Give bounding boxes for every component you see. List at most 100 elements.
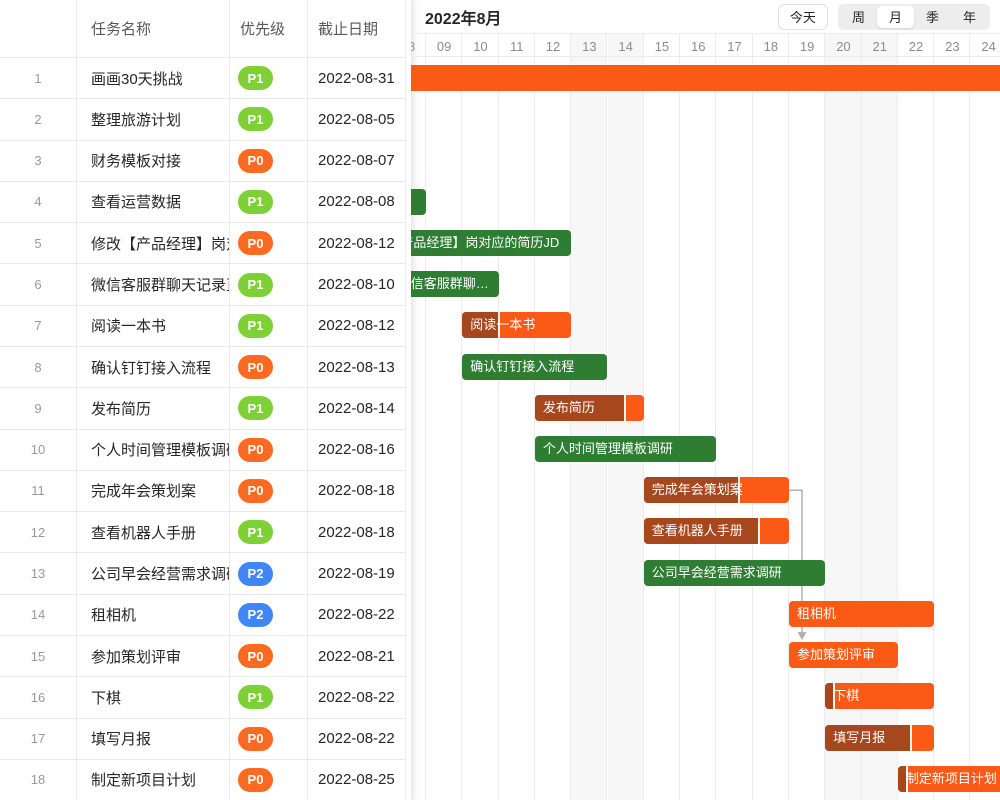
priority-badge[interactable]: P2 xyxy=(238,602,273,627)
task-bar[interactable]: 画画30天挑战 xyxy=(411,65,1000,91)
priority-badge[interactable]: P2 xyxy=(238,561,273,586)
table-row[interactable]: 14 租相机 P2 2022-08-22 xyxy=(0,594,405,636)
day-column-19 xyxy=(789,33,826,800)
row-index-cell: 8 xyxy=(0,346,77,388)
priority-badge[interactable]: P0 xyxy=(238,478,273,503)
task-name-cell[interactable]: 确认钉钉接入流程 xyxy=(77,346,230,388)
day-label: 20 xyxy=(836,38,851,54)
task-name-cell[interactable]: 修改【产品经理】岗对应的简历JD xyxy=(77,223,230,264)
due-date-cell: 2022-08-16 xyxy=(318,441,395,459)
task-name-cell[interactable]: 微信客服群聊天记录直播 xyxy=(77,264,230,305)
task-bar[interactable]: 查看运营数据 xyxy=(411,188,426,215)
task-name-cell[interactable]: 阅读一本书 xyxy=(77,305,230,346)
task-bar[interactable]: 微信客服群聊天记录直播 xyxy=(411,271,499,298)
panel-divider[interactable] xyxy=(406,0,411,800)
view-option-周[interactable]: 周 xyxy=(851,10,865,25)
priority-badge[interactable]: P1 xyxy=(238,107,273,132)
task-bar-label: 下棋 xyxy=(833,688,860,704)
table-row[interactable]: 9 发布简历 P1 2022-08-14 xyxy=(0,388,405,430)
table-row[interactable]: 6微信客服群聊天记录直播 P1 2022-08-10 xyxy=(0,264,405,306)
task-bar[interactable]: 阅读一本书 xyxy=(462,312,572,339)
table-row[interactable]: 11 完成年会策划案 P0 2022-08-18 xyxy=(0,470,405,513)
task-bar-label: 查看机器人手册 xyxy=(651,523,743,539)
table-row[interactable]: 17 填写月报 P0 2022-08-22 xyxy=(0,718,405,760)
task-name-cell[interactable]: 制定新项目计划 xyxy=(77,759,230,800)
priority-badge[interactable]: P1 xyxy=(238,66,273,91)
priority-badge[interactable]: P0 xyxy=(238,726,273,751)
priority-cell: P1 xyxy=(230,512,308,553)
task-bar[interactable]: 下棋 xyxy=(825,683,935,710)
task-name-cell[interactable]: 个人时间管理模板调研 xyxy=(77,429,230,470)
priority-cell: P1 xyxy=(230,677,308,718)
priority-badge[interactable]: P1 xyxy=(238,272,273,297)
table-row[interactable]: 16 下棋 P1 2022-08-22 xyxy=(0,677,405,719)
table-row[interactable]: 18 制定新项目计划 P0 2022-08-25 xyxy=(0,759,405,800)
month-title: 2022年8月 xyxy=(425,10,502,28)
view-option-月[interactable]: 月 xyxy=(876,5,914,28)
task-name-cell[interactable]: 发布简历 xyxy=(77,388,230,429)
row-index-cell: 12 xyxy=(0,512,77,553)
view-option-年[interactable]: 年 xyxy=(962,10,976,25)
due-date-cell: 2022-08-19 xyxy=(318,565,395,583)
task-name-cell[interactable]: 租相机 xyxy=(77,594,230,635)
day-label: 22 xyxy=(908,38,924,54)
task-bar[interactable]: 完成年会策划案 xyxy=(643,477,789,504)
table-row[interactable]: 4 查看运营数据 P1 2022-08-08 xyxy=(0,181,405,224)
priority-badge[interactable]: P0 xyxy=(238,355,273,380)
table-row[interactable]: 12 查看机器人手册 P1 2022-08-18 xyxy=(0,512,405,554)
task-bar[interactable]: 公司早会经营需求调研 xyxy=(643,559,826,586)
table-row[interactable]: 1 画画30天挑战 P1 2022-08-31 xyxy=(0,58,405,100)
due-date-cell: 2022-08-25 xyxy=(318,771,395,789)
day-column-22 xyxy=(898,33,935,800)
table-row[interactable]: 5修改【产品经理】岗对应的简历JD P0 2022-08-12 xyxy=(0,223,405,265)
task-bar[interactable]: 参加策划评审 xyxy=(789,642,898,669)
priority-badge[interactable]: P1 xyxy=(238,313,273,338)
row-index-cell: 1 xyxy=(0,58,77,99)
task-name-cell[interactable]: 查看运营数据 xyxy=(77,181,230,223)
table-row[interactable]: 15 参加策划评审 P0 2022-08-21 xyxy=(0,635,405,678)
task-name-cell[interactable]: 查看机器人手册 xyxy=(77,512,230,553)
priority-badge[interactable]: P1 xyxy=(238,189,273,214)
priority-badge[interactable]: P1 xyxy=(238,520,273,545)
priority-badge[interactable]: P0 xyxy=(238,644,273,669)
priority-badge[interactable]: P0 xyxy=(238,231,273,256)
priority-badge[interactable]: P1 xyxy=(238,396,273,421)
priority-cell: P0 xyxy=(230,429,308,470)
task-name-cell[interactable]: 参加策划评审 xyxy=(77,635,230,677)
task-bar[interactable]: 修改【产品经理】岗对应的简历JD xyxy=(411,229,572,256)
day-label: 18 xyxy=(763,38,779,54)
task-name-cell[interactable]: 整理旅游计划 xyxy=(77,99,230,140)
priority-badge[interactable]: P0 xyxy=(238,767,273,792)
task-name-cell[interactable]: 财务模板对接 xyxy=(77,140,230,181)
table-row[interactable]: 10 个人时间管理模板调研 P0 2022-08-16 xyxy=(0,429,405,471)
table-row[interactable]: 2 整理旅游计划 P1 2022-08-05 xyxy=(0,99,405,141)
task-bar[interactable]: 填写月报 xyxy=(825,724,935,751)
today-button[interactable]: 今天 xyxy=(777,3,828,30)
task-name-cell[interactable]: 完成年会策划案 xyxy=(77,470,230,512)
day-column-16 xyxy=(680,33,717,800)
task-bar[interactable]: 查看机器人手册 xyxy=(643,518,789,545)
priority-badge[interactable]: P0 xyxy=(238,437,273,462)
priority-badge[interactable]: P1 xyxy=(238,685,273,710)
day-label: 17 xyxy=(727,38,742,54)
task-name-cell[interactable]: 下棋 xyxy=(77,677,230,718)
priority-cell: P0 xyxy=(230,759,308,800)
task-name-cell[interactable]: 画画30天挑战 xyxy=(77,58,230,99)
table-row[interactable]: 7 阅读一本书 P1 2022-08-12 xyxy=(0,305,405,347)
table-row[interactable]: 3 财务模板对接 P0 2022-08-07 xyxy=(0,140,405,182)
task-bar[interactable]: 发布简历 xyxy=(534,394,644,421)
task-bar[interactable]: 制定新项目计划 xyxy=(897,765,1000,792)
task-name-cell[interactable]: 公司早会经营需求调研 xyxy=(77,553,230,594)
task-table-body: 1 画画30天挑战 P1 2022-08-31 2 整理旅游计划 P1 2022-08-05 3… xyxy=(0,58,405,800)
task-bar[interactable]: 确认钉钉接入流程 xyxy=(462,353,608,380)
table-row[interactable]: 8 确认钉钉接入流程 P0 2022-08-13 xyxy=(0,346,405,389)
task-bar[interactable]: 个人时间管理模板调研 xyxy=(534,436,717,462)
priority-badge[interactable]: P0 xyxy=(238,148,273,173)
table-row[interactable]: 13 公司早会经营需求调研 P2 2022-08-19 xyxy=(0,553,405,595)
view-option-季[interactable]: 季 xyxy=(925,10,939,25)
progress-segment xyxy=(643,518,760,545)
task-name-cell[interactable]: 填写月报 xyxy=(77,718,230,759)
day-column-17 xyxy=(716,33,753,800)
task-bar-label: 填写月报 xyxy=(833,729,886,745)
task-bar[interactable]: 租相机 xyxy=(789,600,935,627)
